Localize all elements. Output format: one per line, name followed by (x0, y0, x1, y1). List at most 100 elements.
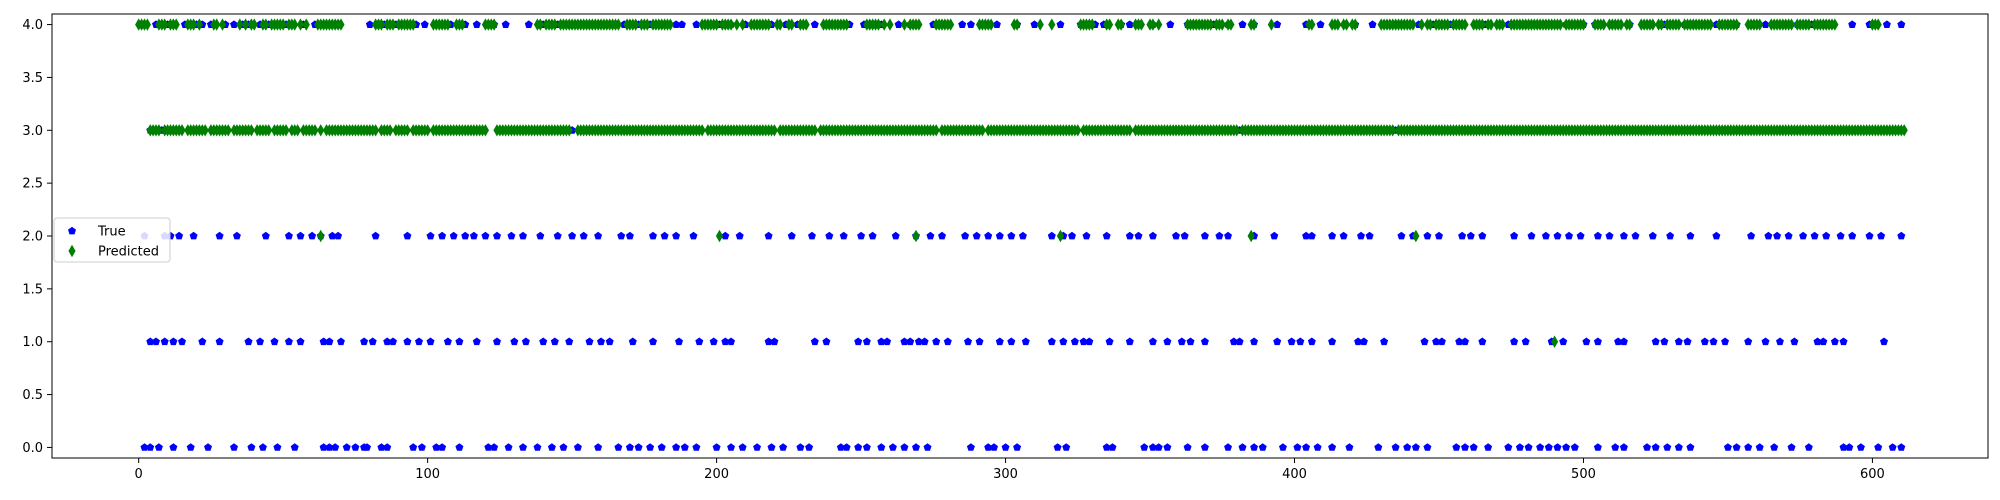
data-point-true (1200, 231, 1209, 240)
data-point-true (1018, 231, 1027, 240)
data-point-predicted (900, 18, 909, 31)
data-point-true (420, 20, 429, 28)
data-point-predicted (811, 124, 819, 137)
data-point-true (1345, 443, 1354, 451)
data-point-true (342, 443, 351, 451)
data-point-predicted (282, 124, 290, 137)
data-point-true (1148, 443, 1157, 451)
data-point-true (1374, 443, 1383, 451)
data-point-true (504, 443, 513, 451)
series-true (137, 20, 1906, 451)
data-point-predicted (250, 18, 258, 31)
data-point-predicted (1088, 18, 1096, 31)
data-point-true (1804, 443, 1813, 451)
data-point-true (1357, 231, 1365, 240)
data-point-true (1484, 443, 1493, 451)
data-point-true (455, 337, 464, 346)
data-point-predicted (1126, 124, 1134, 137)
data-point-true (894, 20, 903, 28)
data-point-true (258, 443, 267, 451)
data-point-predicted (739, 18, 747, 31)
data-point-true (438, 443, 447, 451)
data-point-true (1354, 337, 1363, 346)
data-point-true (1643, 443, 1651, 451)
y-tick-label: 2.5 (22, 177, 43, 192)
data-point-true (628, 337, 637, 346)
data-point-true (152, 337, 160, 346)
data-point-true (634, 443, 643, 451)
data-point-true (244, 337, 253, 346)
data-point-predicted (987, 18, 995, 31)
data-point-true (753, 443, 761, 451)
data-point-true (1458, 231, 1467, 240)
data-point-predicted (1461, 18, 1469, 31)
data-point-predicted (386, 124, 394, 137)
data-point-true (1874, 443, 1883, 451)
data-point-true (926, 231, 935, 240)
data-point-true (854, 443, 863, 451)
data-point-true (660, 231, 669, 240)
data-point-true (1339, 231, 1348, 240)
data-point-true (1683, 337, 1692, 346)
data-point-true (958, 20, 967, 28)
data-point-true (351, 443, 360, 451)
data-point-true (1845, 443, 1854, 451)
data-point-true (461, 231, 470, 240)
data-point-true (409, 443, 418, 451)
data-point-true (169, 337, 178, 346)
data-point-predicted (389, 18, 397, 31)
data-point-predicted (195, 18, 203, 31)
data-point-true (140, 443, 149, 451)
x-tick-label: 400 (1282, 467, 1307, 482)
legend-label-predicted: Predicted (98, 245, 159, 260)
data-point-true (230, 20, 238, 28)
x-tick-label: 200 (704, 467, 729, 482)
data-point-true (692, 20, 701, 28)
y-tick-label: 0.0 (22, 441, 43, 456)
data-point-true (1250, 443, 1258, 451)
data-point-predicted (715, 229, 724, 243)
data-point-true (995, 231, 1004, 240)
data-point-true (1059, 337, 1068, 346)
data-point-predicted (727, 18, 735, 31)
data-point-true (1510, 337, 1519, 346)
data-point-true (524, 20, 533, 28)
data-point-true (712, 443, 721, 451)
data-point-true (493, 337, 501, 346)
data-point-true (1593, 337, 1602, 346)
data-point-true (1307, 231, 1316, 240)
data-point-predicted (1389, 124, 1397, 137)
data-point-predicted (1579, 18, 1588, 31)
data-point-predicted (880, 18, 888, 31)
data-point-predicted (481, 124, 490, 137)
data-point-predicted (317, 124, 325, 137)
data-point-true (186, 443, 195, 451)
data-point-predicted (1600, 18, 1608, 31)
data-point-true (1836, 231, 1845, 240)
data-point-predicted (1657, 18, 1666, 31)
data-point-true (230, 443, 238, 451)
data-point-true (519, 443, 527, 451)
data-point-true (1700, 337, 1709, 346)
data-point-true (432, 443, 441, 451)
data-point-predicted (915, 18, 923, 31)
x-tick-label: 0 (135, 467, 143, 482)
data-point-predicted (874, 18, 883, 31)
data-point-predicted (978, 124, 987, 137)
data-point-true (533, 443, 542, 451)
data-point-true (1686, 231, 1695, 240)
data-point-true (1273, 337, 1282, 346)
data-point-predicted (372, 124, 380, 137)
data-point-predicted (403, 124, 412, 137)
data-point-true (984, 231, 993, 240)
data-point-true (1848, 20, 1857, 28)
data-point-true (1747, 231, 1756, 240)
data-point-true (417, 443, 426, 451)
data-point-true (325, 443, 334, 451)
data-point-true (735, 231, 744, 240)
data-point-true (1544, 443, 1553, 451)
data-point-true (1270, 231, 1279, 240)
data-point-predicted (1137, 18, 1145, 31)
data-point-true (1570, 443, 1579, 451)
data-point-true (501, 20, 510, 28)
